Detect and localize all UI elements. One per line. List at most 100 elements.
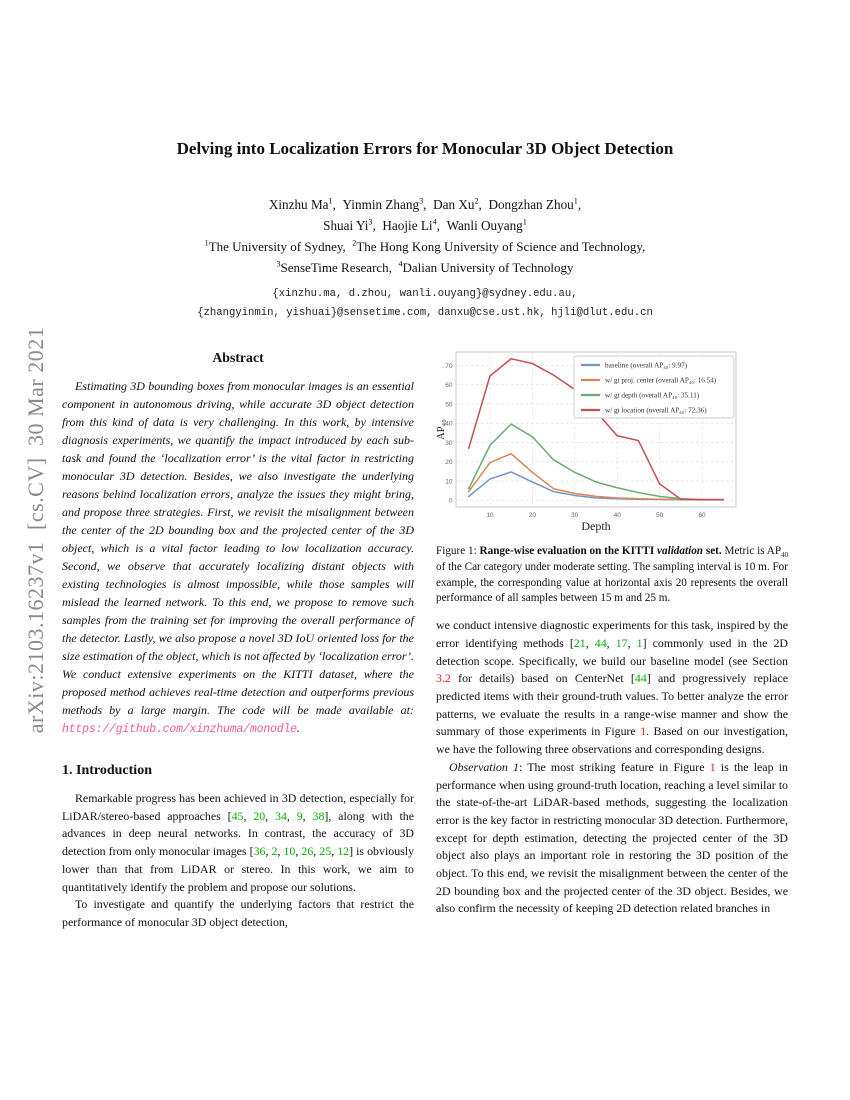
text-segment: we conduct intensive diagnostic experime… — [436, 618, 788, 650]
text-segment: , Wanli Ouyang — [436, 218, 523, 233]
cross-reference-link[interactable]: 1 — [640, 724, 647, 739]
affiliation-line-1: 1The University of Sydney, 2The Hong Kon… — [60, 236, 790, 257]
y-axis-label: AP₄₀ — [436, 419, 447, 440]
paper-title: Delving into Localization Errors for Mon… — [176, 139, 674, 158]
arxiv-watermark: arXiv:2103.16237v1 [cs.CV] 30 Mar 2021 — [23, 326, 48, 734]
text-segment: , — [295, 844, 302, 859]
cross-reference-link[interactable]: 3.2 — [436, 671, 451, 686]
text-segment: 3 — [419, 196, 424, 206]
text-segment: SenseTime Research, — [280, 260, 399, 275]
email-line-2: {zhangyinmin, yishuai}@sensetime.com, da… — [197, 307, 653, 319]
text-segment: , — [302, 808, 313, 823]
citation-link[interactable]: 36 — [253, 844, 266, 859]
text-segment: Metric is AP — [721, 545, 782, 557]
text-segment: 1 — [522, 217, 527, 227]
text-segment: , — [286, 808, 297, 823]
text-segment: To investigate and quantify the underlyi… — [62, 897, 414, 929]
text-segment: Shuai Yi — [323, 218, 369, 233]
text-segment: 3 — [368, 217, 373, 227]
text-segment: , — [577, 197, 582, 212]
text-segment: , — [606, 635, 616, 650]
text-segment: of the Car category under moderate setti… — [436, 560, 788, 605]
author-line-2: Shuai Yi3, Haojie Li4, Wanli Ouyang1 — [60, 215, 790, 236]
text-segment: ] is obviously lower than that from LiDA… — [62, 844, 415, 894]
y-tick-label: 70 — [445, 363, 453, 370]
y-tick-label: 60 — [445, 382, 453, 389]
y-tick-label: 30 — [445, 440, 453, 447]
text-segment: 1 — [328, 196, 333, 206]
text-segment: , Haojie Li — [372, 218, 433, 233]
x-tick-label: 50 — [656, 512, 664, 519]
text-segment: 2 — [474, 196, 479, 206]
intro-paragraph-2: To investigate and quantify the underlyi… — [62, 896, 414, 931]
text-segment: 1 — [204, 238, 209, 248]
text-segment: ] and progressively replace predicted it… — [436, 671, 788, 739]
right-column: 10 20 30 40 50 60 0 10 20 30 40 50 60 70 baseline (ove… — [436, 348, 789, 918]
section-heading-introduction: 1. Introduction — [62, 763, 152, 778]
code-link[interactable]: https://github.com/xinzhuma/monodle — [62, 723, 297, 736]
author-line-1: Xinzhu Ma1, Yinmin Zhang3, Dan Xu2, Dong… — [60, 194, 790, 215]
y-tick-label: 50 — [445, 401, 453, 408]
citation-link[interactable]: 9 — [296, 808, 303, 823]
figure1-chart: 10 20 30 40 50 60 0 10 20 30 40 50 60 70 baseline (ove… — [436, 348, 789, 536]
text-segment: , — [331, 844, 338, 859]
citation-link[interactable]: 21 — [573, 635, 586, 650]
citation-link[interactable]: 17 — [615, 635, 628, 650]
text-segment: 4 — [432, 217, 437, 227]
y-tick-label: 0 — [449, 498, 453, 505]
citation-link[interactable]: 34 — [275, 808, 287, 823]
legend-label-2: w/ gt depth (overall AP₄₀: 35.11) — [605, 391, 700, 399]
legend-label-1: w/ gt proj. center (overall AP₄₀: 16.54) — [605, 376, 717, 384]
citation-link[interactable]: 20 — [253, 808, 266, 823]
text-segment: The University of Sydney, — [208, 239, 353, 254]
cross-reference-link[interactable]: 1 — [709, 759, 716, 774]
right-paragraph-2: Observation 1: The most striking feature… — [436, 759, 788, 918]
email-line-1: {xinzhu.ma, d.zhou, wanli.ouyang}@sydney… — [272, 288, 578, 300]
citation-link[interactable]: 2 — [271, 844, 278, 859]
text-segment: 3 — [276, 259, 281, 269]
text-segment: . Based on our investigation, we have th… — [436, 724, 788, 757]
citation-link[interactable]: 44 — [594, 635, 607, 650]
citation-link[interactable]: 26 — [301, 844, 314, 859]
legend-box — [573, 355, 735, 419]
citation-link[interactable]: 25 — [319, 844, 332, 859]
x-tick-label: 40 — [614, 512, 622, 519]
x-tick-label: 10 — [486, 512, 494, 519]
text-segment: , Yinmin Zhang — [332, 197, 420, 212]
text-segment: : The most striking feature in Figure — [518, 759, 710, 774]
text-segment: Figure 1: — [436, 545, 480, 557]
text-segment: , Dongzhan Zhou — [478, 197, 574, 212]
x-axis-label: Depth — [581, 519, 610, 533]
text-segment: , — [277, 844, 284, 859]
figure1: 10 20 30 40 50 60 0 10 20 30 40 50 60 70 baseline (ove… — [436, 348, 789, 607]
text-segment: validation — [657, 545, 704, 557]
text-segment: , — [265, 844, 272, 859]
text-segment: 4 — [398, 259, 403, 269]
right-paragraph-1: we conduct intensive diagnostic experime… — [436, 617, 788, 759]
figure1-caption: Figure 1: Range-wise evaluation on the K… — [436, 544, 788, 607]
intro-paragraph-1: Remarkable progress has been achieved in… — [62, 790, 414, 896]
text-segment: , — [243, 808, 254, 823]
legend-label-3: w/ gt location (overall AP₄₀: 72.36) — [605, 406, 707, 414]
citation-link[interactable]: 44 — [634, 671, 647, 686]
citation-link[interactable]: 1 — [636, 635, 643, 650]
author-block: Xinzhu Ma1, Yinmin Zhang3, Dan Xu2, Dong… — [60, 194, 790, 278]
citation-link[interactable]: 10 — [283, 844, 296, 859]
text-segment: , — [627, 635, 637, 650]
x-tick-label: 60 — [698, 512, 706, 519]
abstract-heading: Abstract — [212, 350, 264, 365]
legend-label-0: baseline (overall AP₄₀: 9.97) — [605, 361, 688, 369]
citation-link[interactable]: 12 — [337, 844, 350, 859]
text-segment: is the leap in performance when using gr… — [436, 759, 788, 916]
text-segment: Range-wise evaluation on the KITTI — [479, 545, 658, 557]
text-segment: Remarkable progress has been achieved in… — [62, 791, 414, 823]
y-tick-label: 10 — [445, 478, 453, 485]
citation-link[interactable]: 45 — [231, 808, 244, 823]
citation-link[interactable]: 38 — [312, 808, 325, 823]
abstract-text: Estimating 3D bounding boxes from monocu… — [62, 377, 414, 739]
text-segment: ] commonly used in the 2D detection scop… — [436, 635, 788, 668]
y-tick-label: 40 — [445, 421, 453, 428]
x-tick-label: 30 — [571, 512, 579, 519]
text-segment: set. — [703, 545, 722, 557]
text-segment: , — [585, 635, 595, 650]
